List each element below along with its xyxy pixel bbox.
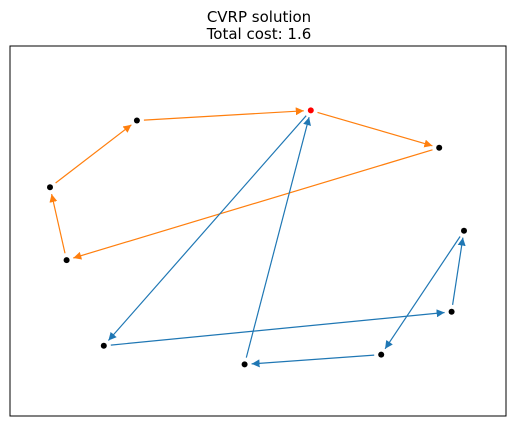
customer-point bbox=[241, 361, 248, 368]
route-2-edge-5 bbox=[251, 354, 375, 368]
route-1-edge-4 bbox=[55, 124, 132, 184]
route-1-edge-2 bbox=[73, 149, 433, 260]
route-2-edge-4 bbox=[384, 236, 461, 350]
route-1-edge-1 bbox=[317, 111, 433, 148]
route-2-edge-2 bbox=[110, 309, 445, 346]
customer-point bbox=[47, 184, 53, 191]
customer-point bbox=[133, 117, 140, 124]
customer-point bbox=[100, 342, 107, 349]
customer-point bbox=[378, 351, 385, 358]
route-2-edge-6 bbox=[245, 117, 311, 358]
customer-point bbox=[436, 144, 443, 151]
depot-point bbox=[307, 107, 314, 114]
customer-point bbox=[448, 308, 455, 315]
customer-point bbox=[63, 257, 70, 264]
route-1-edge-5 bbox=[143, 107, 304, 121]
route-1-edge-3 bbox=[49, 193, 66, 254]
customer-point bbox=[461, 227, 467, 234]
nodes-layer bbox=[47, 107, 467, 368]
chart-title: CVRP solution bbox=[207, 8, 311, 26]
route-2-edge-1 bbox=[107, 115, 307, 341]
routes-layer bbox=[49, 107, 466, 368]
plot-frame bbox=[9, 45, 507, 417]
chart-subtitle: Total cost: 1.6 bbox=[206, 25, 312, 43]
route-2-edge-3 bbox=[452, 237, 466, 305]
